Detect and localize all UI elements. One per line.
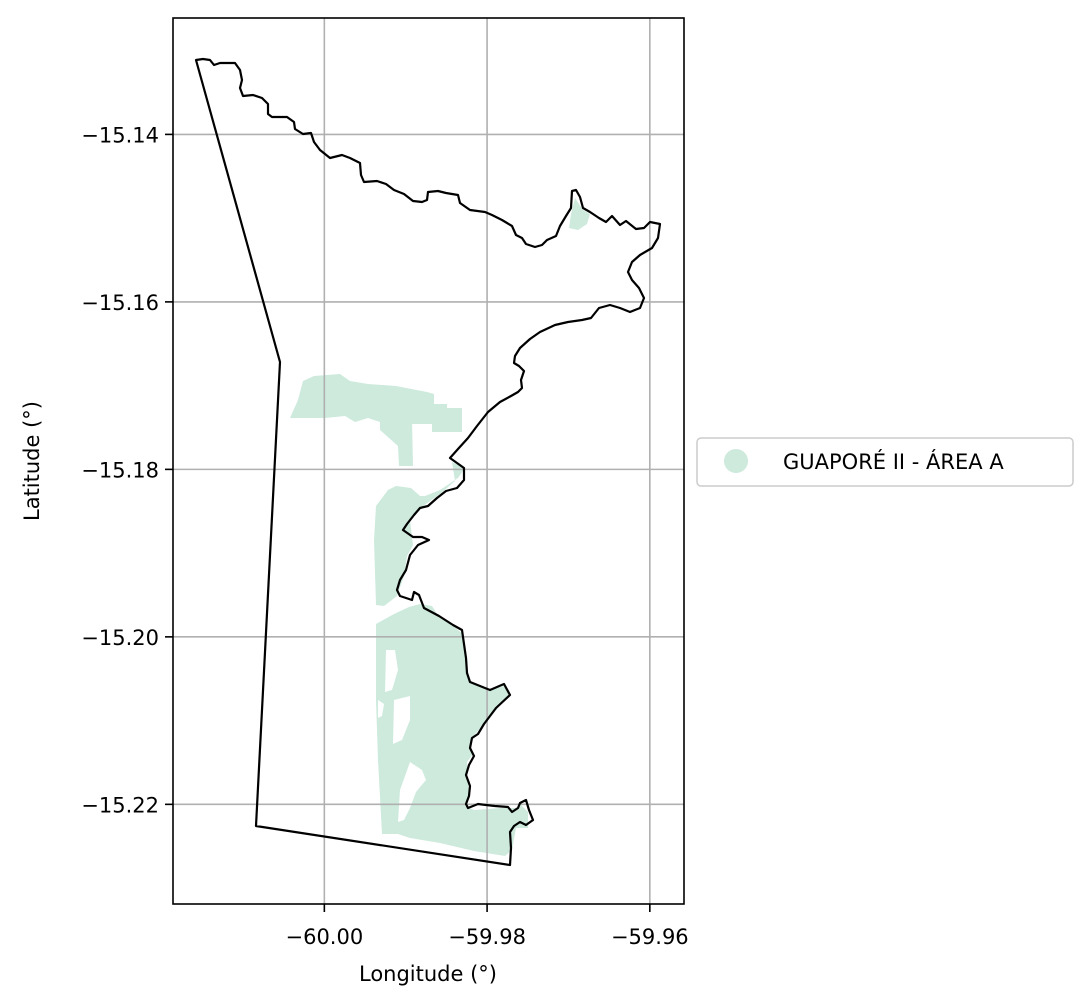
grid: [173, 18, 684, 904]
y-tick-label: −15.16: [81, 291, 159, 315]
plot-frame: [172, 17, 685, 905]
legend-label-guapore-area-a: GUAPORÉ II - ÁREA A: [783, 449, 1004, 474]
fill-patch-upper: [290, 374, 462, 466]
y-tick-label: −15.20: [81, 626, 159, 650]
fill-patch-northeast: [569, 198, 590, 230]
x-tick-label: −59.96: [611, 925, 689, 949]
x-axis-title: Longitude (°): [359, 962, 497, 986]
y-tick-label: −15.22: [81, 793, 159, 817]
y-axis-ticks: −15.14 −15.16 −15.18 −15.20 −15.22: [81, 123, 173, 817]
y-tick-label: −15.18: [81, 458, 159, 482]
fill-hole-2: [393, 696, 410, 744]
fill-hole-1: [385, 650, 398, 692]
y-axis-title: Latitude (°): [20, 401, 44, 521]
legend-swatch-guapore-area-a: [724, 449, 748, 473]
x-tick-label: −59.98: [448, 925, 526, 949]
fill-patch-central: [374, 462, 465, 606]
x-tick-label: −60.00: [285, 925, 363, 949]
legend-box: [696, 437, 1074, 487]
area-boundary-outline: [194, 57, 662, 867]
fill-hole-4: [378, 700, 384, 718]
fill-hole-3: [398, 762, 426, 822]
y-tick-label: −15.14: [81, 123, 159, 147]
legend: GUAPORÉ II - ÁREA A: [696, 437, 1074, 487]
x-axis-ticks: −60.00 −59.98 −59.96: [285, 904, 689, 949]
guapore-area-a-fill: [290, 198, 590, 856]
